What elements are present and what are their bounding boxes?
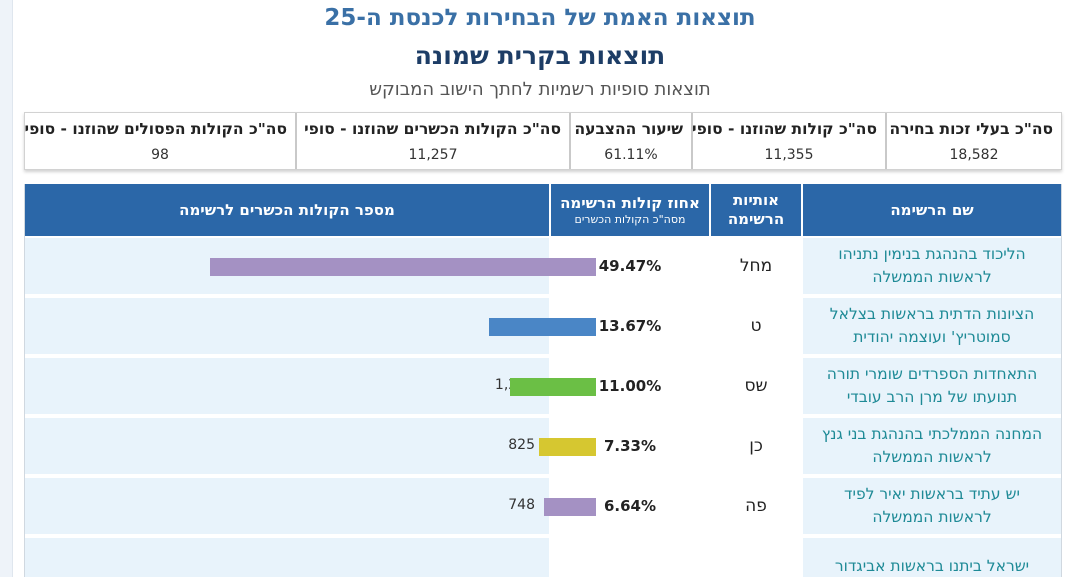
left-edge-strip bbox=[0, 0, 13, 577]
list-name-line: לראשות הממשלה bbox=[872, 268, 992, 286]
header-vote-percentage[interactable]: אחוז קולות הרשימה מסה"כ הקולות הכשרים bbox=[551, 184, 711, 236]
list-name-line: המחנה הממלכתי בהנהגת בני גנץ bbox=[821, 425, 1043, 443]
list-votes-cell: 1,238 bbox=[25, 358, 596, 414]
list-name[interactable]: המחנה הממלכתי בהנהגת בני גנץ לראשות הממשל… bbox=[803, 418, 1061, 474]
list-letters: ט bbox=[711, 298, 803, 354]
list-name-line: ישראל ביתנו בראשות אביגדור bbox=[834, 556, 1030, 575]
header-label: אחוז קולות הרשימה bbox=[560, 194, 700, 212]
list-votes-count: 825 bbox=[508, 437, 535, 453]
list-name-line: סמוטריץ' ועוצמה יהודית bbox=[853, 328, 1011, 346]
list-name-line: יש עתיד בראשות יאיר לפיד bbox=[844, 485, 1020, 503]
header-label: הרשימה bbox=[727, 210, 785, 228]
list-votes-cell: 1,539 bbox=[25, 298, 596, 354]
votes-bar bbox=[210, 258, 596, 276]
header-valid-votes[interactable]: מספר הקולות הכשרים לרשימה bbox=[25, 184, 551, 236]
votes-bar bbox=[510, 378, 596, 396]
summary-eligible-voters: סה"כ בעלי זכות בחירה 18,582 bbox=[887, 113, 1061, 169]
list-name[interactable]: התאחדות הספרדים שומרי תורה תנועתו של מרן … bbox=[803, 358, 1061, 414]
summary-label: שיעור ההצבעה bbox=[574, 120, 683, 138]
summary-value: 18,582 bbox=[949, 147, 999, 163]
summary-value: 11,257 bbox=[408, 147, 458, 163]
list-name-line: הציונות הדתית בראשות בצלאל bbox=[829, 305, 1035, 323]
header-label: אותיות bbox=[732, 191, 780, 209]
list-letters: מחל bbox=[711, 238, 803, 294]
summary-label: סה"כ הקולות הפסולים שהוזנו - סופי bbox=[24, 120, 287, 138]
header-label: מספר הקולות הכשרים לרשימה bbox=[179, 200, 395, 219]
summary-turnout: שיעור ההצבעה 61.11% bbox=[571, 113, 693, 169]
summary-label: סה"כ קולות שהוזנו - סופי bbox=[692, 120, 877, 138]
list-letters: שס bbox=[711, 358, 803, 414]
list-name-line: התאחדות הספרדים שומרי תורה bbox=[826, 365, 1038, 383]
table-row[interactable]: התאחדות הספרדים שומרי תורה תנועתו של מרן … bbox=[25, 358, 1061, 414]
table-row[interactable]: הציונות הדתית בראשות בצלאל סמוטריץ' ועוצמ… bbox=[25, 298, 1061, 354]
list-votes-cell bbox=[25, 538, 551, 577]
table-row[interactable]: יש עתיד בראשות יאיר לפיד לראשות הממשלה פה 6… bbox=[25, 478, 1061, 534]
list-percentage bbox=[551, 538, 711, 577]
summary-value: 61.11% bbox=[604, 147, 658, 163]
list-name-line: תנועתו של מרן הרב עובדי bbox=[846, 388, 1018, 406]
list-letters: כן bbox=[711, 418, 803, 474]
summary-label: סה"כ בעלי זכות בחירה bbox=[889, 120, 1053, 138]
list-name-line: לראשות הממשלה bbox=[872, 448, 992, 466]
list-name[interactable]: יש עתיד בראשות יאיר לפיד לראשות הממשלה bbox=[803, 478, 1061, 534]
summary-valid-votes: סה"כ הקולות הכשרים שהוזנו - סופי 11,257 bbox=[297, 113, 571, 169]
results-table: שם הרשימה אותיות הרשימה אחוז קולות הרשימ… bbox=[24, 184, 1062, 577]
summary-label: סה"כ הקולות הכשרים שהוזנו - סופי bbox=[304, 120, 561, 138]
list-name[interactable]: הציונות הדתית בראשות בצלאל סמוטריץ' ועוצמ… bbox=[803, 298, 1061, 354]
list-name[interactable]: ישראל ביתנו בראשות אביגדור bbox=[803, 538, 1061, 577]
table-header: שם הרשימה אותיות הרשימה אחוז קולות הרשימ… bbox=[25, 184, 1061, 236]
page-subtitle: תוצאות בקרית שמונה bbox=[414, 41, 666, 70]
page-description: תוצאות סופיות רשמיות לחתך הישוב המבוקש bbox=[369, 79, 711, 100]
table-row[interactable]: ישראל ביתנו בראשות אביגדור bbox=[25, 538, 1061, 577]
header-list-name[interactable]: שם הרשימה bbox=[803, 184, 1061, 236]
votes-bar bbox=[539, 438, 596, 456]
header-label: שם הרשימה bbox=[890, 200, 974, 219]
summary-value: 98 bbox=[151, 147, 169, 163]
page-title: תוצאות האמת של הבחירות לכנסת ה-25 bbox=[324, 5, 756, 31]
table-row[interactable]: הליכוד בהנהגת בנימין נתניהו לראשות הממשלה… bbox=[25, 238, 1061, 294]
votes-bar bbox=[544, 498, 596, 516]
list-name-line: לראשות הממשלה bbox=[872, 508, 992, 526]
summary-invalid-votes: סה"כ הקולות הפסולים שהוזנו - סופי 98 bbox=[25, 113, 297, 169]
list-votes-count: 748 bbox=[508, 497, 535, 513]
list-letters bbox=[711, 538, 803, 577]
header-list-letters[interactable]: אותיות הרשימה bbox=[711, 184, 803, 236]
list-name[interactable]: הליכוד בהנהגת בנימין נתניהו לראשות הממשלה bbox=[803, 238, 1061, 294]
list-letters: פה bbox=[711, 478, 803, 534]
list-votes-cell: 748 bbox=[25, 478, 596, 534]
summary-bar: סה"כ בעלי זכות בחירה 18,582 סה"כ קולות ש… bbox=[24, 112, 1062, 170]
header-sublabel: מסה"כ הקולות הכשרים bbox=[574, 213, 686, 226]
list-votes-cell: 5,569 bbox=[25, 238, 596, 294]
list-name-line: הליכוד בהנהגת בנימין נתניהו bbox=[838, 245, 1026, 263]
list-percentage: 6.64% bbox=[551, 478, 711, 534]
summary-votes-cast: סה"כ קולות שהוזנו - סופי 11,355 bbox=[692, 113, 887, 169]
list-votes-cell: 825 bbox=[25, 418, 596, 474]
summary-value: 11,355 bbox=[764, 147, 814, 163]
table-row[interactable]: המחנה הממלכתי בהנהגת בני גנץ לראשות הממשל… bbox=[25, 418, 1061, 474]
votes-bar bbox=[489, 318, 596, 336]
